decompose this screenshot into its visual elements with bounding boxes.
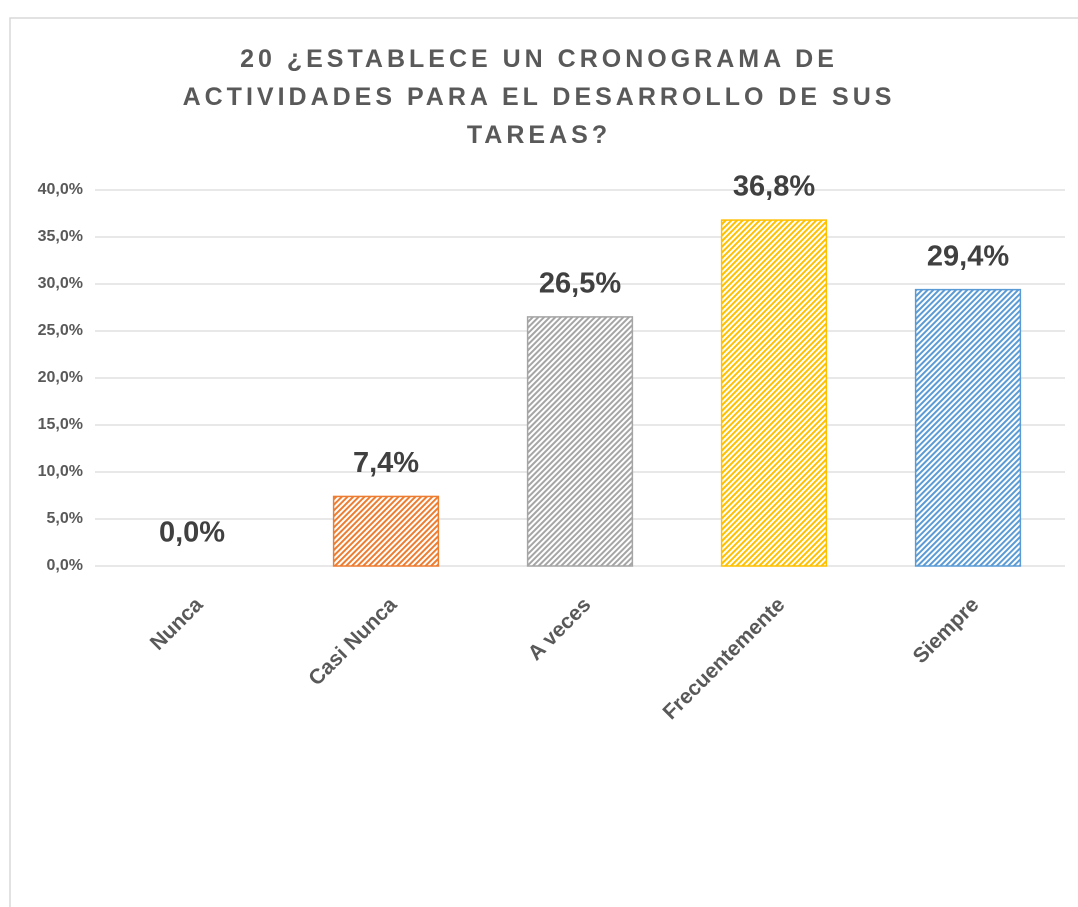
y-tick-label: 20,0% [38, 369, 83, 386]
y-tick-label: 15,0% [38, 416, 83, 433]
data-label: 29,4% [927, 240, 1009, 272]
bar [332, 495, 440, 567]
data-label: 26,5% [539, 268, 621, 300]
x-tick-label: Casi Nunca [304, 593, 401, 690]
y-tick-label: 5,0% [47, 510, 83, 527]
y-tick-label: 40,0% [38, 181, 83, 198]
data-label: 36,8% [733, 171, 815, 203]
data-label: 0,0% [159, 517, 225, 549]
y-tick-label: 10,0% [38, 463, 83, 480]
x-tick-label: Siempre [909, 593, 984, 668]
chart-frame [9, 17, 1078, 907]
bar [526, 316, 634, 567]
chart-title: 20 ¿ESTABLECE UN CRONOGRAMA DE ACTIVIDAD… [182, 45, 896, 149]
x-tick-label: Nunca [146, 593, 208, 655]
y-tick-label: 30,0% [38, 275, 83, 292]
data-label: 7,4% [353, 447, 419, 479]
x-tick-label: A veces [524, 593, 596, 665]
y-tick-label: 0,0% [47, 557, 83, 574]
bar [720, 219, 828, 567]
y-tick-label: 25,0% [38, 322, 83, 339]
y-tick-label: 35,0% [38, 228, 83, 245]
x-tick-label: Frecuentemente [658, 593, 789, 724]
bar [914, 288, 1022, 567]
